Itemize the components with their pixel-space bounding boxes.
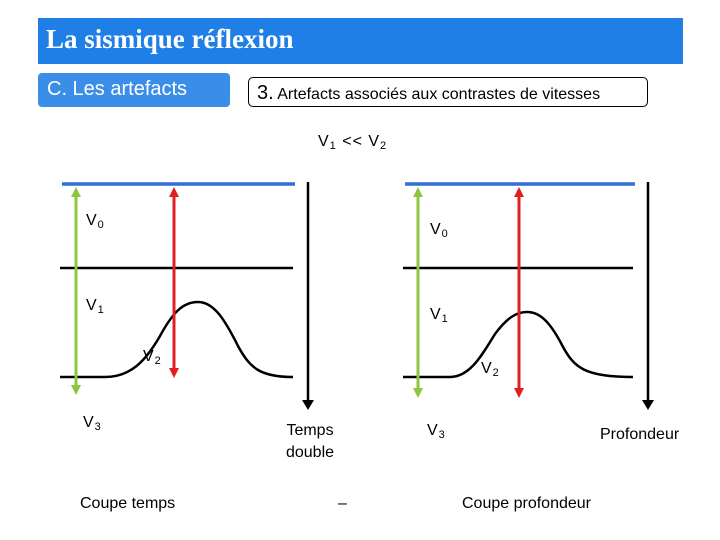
axis-label-double: double xyxy=(285,444,335,461)
subsection-label: 3. Artefacts associés aux contrastes de … xyxy=(257,82,600,105)
page-title: La sismique réflexion xyxy=(46,24,294,54)
right-label-v3: V3 xyxy=(427,422,446,441)
section-tab: C. Les artefacts xyxy=(38,73,230,107)
left-label-v3: V3 xyxy=(83,414,102,433)
left-label-v0: V0 xyxy=(86,212,105,231)
subsection-number: 3. xyxy=(257,82,274,104)
left-label-v2: V2 xyxy=(143,348,162,367)
left-anticline-interface xyxy=(60,300,294,379)
right-label-v2: V2 xyxy=(481,360,500,379)
right-label-v1: V1 xyxy=(430,306,449,325)
subsection-text: Artefacts associés aux contrastes de vit… xyxy=(273,86,601,103)
cond-operator: << xyxy=(336,133,369,150)
left-label-v1: V1 xyxy=(86,297,105,316)
cond-v2-sub: 2 xyxy=(380,140,388,152)
separator-dash: – xyxy=(338,495,347,512)
left-caption: Coupe temps xyxy=(80,495,176,512)
right-anticline-interface xyxy=(403,310,634,379)
subsection-box: 3. Artefacts associés aux contrastes de … xyxy=(248,77,648,107)
right-axis-label: Profondeur xyxy=(600,426,680,443)
title-banner: La sismique réflexion xyxy=(38,18,683,64)
left-axis-label: Temps double xyxy=(270,420,350,464)
cond-v1-sub: 1 xyxy=(329,140,337,152)
axis-label-temps: Temps xyxy=(286,422,334,439)
cond-v2: V xyxy=(368,133,381,150)
section-label: C. Les artefacts xyxy=(47,78,188,100)
right-caption: Coupe profondeur xyxy=(462,495,591,512)
velocity-condition: V1 << V2 xyxy=(318,133,387,152)
cond-v1: V xyxy=(318,133,330,150)
right-label-v0: V0 xyxy=(430,221,449,240)
